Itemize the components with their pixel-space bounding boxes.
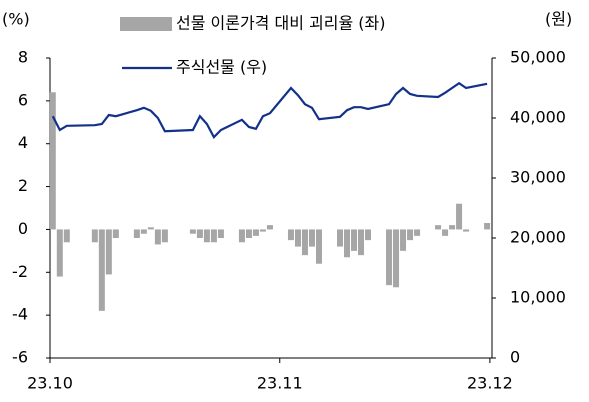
bar: [344, 229, 351, 258]
legend-swatch: [120, 17, 172, 31]
bar: [393, 229, 400, 288]
bar: [266, 225, 273, 230]
bar: [105, 229, 112, 275]
y2-axis-title: (원): [545, 10, 572, 29]
y2-tick-label: 0: [510, 348, 520, 367]
bar: [351, 229, 358, 251]
bar: [414, 229, 421, 236]
legend-label: 선물 이론가격 대비 괴리율 (좌): [176, 14, 385, 33]
y-tick-label: 4: [18, 133, 28, 152]
legend-label: 주식선물 (우): [176, 58, 267, 77]
y-tick-label: -2: [12, 262, 28, 281]
x-tick-label: 23.12: [467, 374, 513, 393]
bar: [259, 229, 266, 232]
x-tick-label: 23.11: [257, 374, 303, 393]
bar: [484, 223, 491, 230]
bar: [301, 229, 308, 256]
bar: [294, 229, 301, 247]
bar: [217, 229, 224, 238]
bar: [435, 225, 442, 230]
bar: [442, 229, 449, 236]
y2-tick-label: 40,000: [510, 108, 566, 127]
y-tick-label: 6: [18, 90, 28, 109]
bar: [203, 229, 210, 243]
bar: [358, 229, 365, 256]
bar: [140, 229, 147, 234]
bar: [315, 229, 322, 264]
bar: [56, 229, 63, 277]
bar: [308, 229, 315, 247]
bar: [196, 229, 203, 238]
bar: [245, 229, 252, 238]
bar: [238, 229, 245, 243]
bar: [91, 229, 98, 243]
bar: [133, 229, 140, 238]
y2-tick-label: 20,000: [510, 228, 566, 247]
y2-tick-label: 10,000: [510, 288, 566, 307]
y-tick-label: 0: [18, 219, 28, 238]
bar: [252, 229, 259, 236]
y-tick-label: -4: [12, 305, 28, 324]
bar: [449, 225, 456, 230]
bar: [63, 229, 70, 243]
bar: [287, 229, 294, 241]
bar: [210, 229, 217, 243]
y-tick-label: -6: [12, 348, 28, 367]
x-tick-label: 23.10: [27, 374, 73, 393]
y-axis-title: (%): [2, 10, 30, 29]
bar: [49, 92, 56, 230]
y-tick-label: 2: [18, 176, 28, 195]
bar: [463, 229, 470, 232]
bar: [161, 229, 168, 243]
bar: [154, 229, 161, 245]
y2-tick-label: 50,000: [510, 48, 566, 67]
line: [51, 81, 488, 140]
bar: [400, 229, 407, 251]
bar: [407, 229, 414, 241]
bar: [112, 229, 119, 238]
y-tick-label: 8: [18, 48, 28, 67]
bar: [336, 229, 343, 247]
y2-tick-label: 30,000: [510, 168, 566, 187]
bar: [365, 229, 372, 241]
bar: [456, 203, 463, 230]
bar: [189, 229, 196, 234]
bar: [98, 229, 105, 311]
bar: [147, 227, 154, 230]
bar: [386, 229, 393, 286]
